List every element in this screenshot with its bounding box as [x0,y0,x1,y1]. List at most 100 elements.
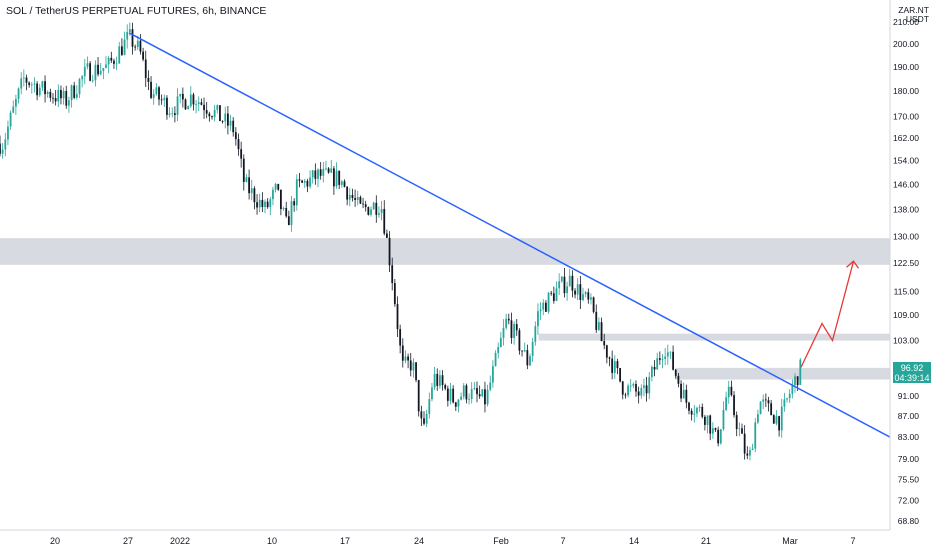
candle-body [629,385,632,387]
candle-body [648,377,651,394]
candle-body [81,76,84,80]
candle-body [568,275,571,287]
candle-body [775,416,778,424]
candle-body [128,29,131,32]
candle-body [492,366,494,383]
candle-body [772,415,775,424]
candle-body [658,358,661,360]
candle-body [415,362,417,380]
candle-body [372,202,375,210]
candle-body [465,385,468,400]
candle-body [595,311,598,330]
candle-body [407,356,409,361]
candle-body [15,98,17,107]
candle-body [205,110,208,114]
candle-body [118,46,121,64]
candle-body [722,410,725,430]
candle-body [75,94,78,98]
candle-body [428,399,431,414]
candle-body [698,406,701,408]
candle-body [83,66,86,77]
currency-top-label: ZAR.NT [898,5,929,15]
candle-body [136,40,139,48]
candle-body [696,407,698,414]
candle-body [786,398,788,400]
candle-body [701,406,704,417]
candle-body [550,292,553,294]
last-price-label: 96.92 04:39:14 [893,362,931,383]
candle-body [362,203,364,205]
candle-body [256,202,258,208]
candle-body [176,96,179,115]
price-axis[interactable]: 210.00 200.00 190.00 180.00 170.00 162.00 154.… [889,0,920,530]
price-tick-label: 154.00 [893,156,919,166]
candle-body [311,170,314,178]
candle-body [179,93,182,97]
candle-body [552,293,555,301]
candle-body [60,90,62,99]
candle-body [99,70,102,75]
candle-body [333,168,335,187]
candle-body [314,170,317,179]
candle-body [303,180,306,183]
resistance-zones [0,238,890,380]
candle-body [796,376,799,385]
candle-body [436,373,439,386]
candle-body [258,199,261,208]
candle-body [306,180,309,187]
candle-body [192,94,195,105]
candle-body [131,29,134,47]
candle-body [489,382,492,390]
candle-body [248,177,250,194]
candle-body [1,149,4,154]
candle-body [409,360,412,371]
price-tick-label: 103.00 [893,336,919,346]
candle-body [195,104,197,105]
downtrend-line [128,32,891,438]
candle-body [105,64,107,69]
candle-body [507,318,510,321]
candle-body [468,399,470,400]
candle-body [738,428,741,430]
candle-body [237,139,240,150]
candle-body [290,201,293,226]
candle-body [208,113,211,117]
price-tick-label: 122.50 [893,258,919,268]
candle-body [537,311,539,327]
candle-body [391,265,394,284]
candle-body [158,87,160,100]
candle-body [322,168,325,176]
candle-body [499,337,502,348]
candle-body [266,201,269,208]
candle-body [515,324,518,331]
price-tick-label: 91.00 [898,391,920,401]
candle-body [433,373,436,388]
candle-body [197,102,200,105]
candle-body [462,385,465,397]
time-tick-label: 21 [701,536,711,546]
price-tick-label: 79.00 [898,454,920,464]
candle-body [669,351,672,353]
candle-body [147,77,150,82]
time-tick-label: 17 [340,536,350,546]
candle-body [735,415,738,430]
candle-body [46,91,49,95]
candle-body [574,290,576,295]
candle-body [38,87,41,96]
candle-body [600,322,603,342]
candle-body [521,350,523,352]
candle-body [293,201,296,206]
candle-body [65,91,68,106]
candle-body [17,88,20,99]
candle-body [144,59,147,78]
candle-body [234,132,237,140]
currency-label: ZAR.NT USDT [893,6,929,24]
time-axis[interactable]: 20 27 2022 10 17 24 Feb 7 14 21 Mar 7 [0,529,890,546]
candle-body [261,199,264,208]
candle-body [460,396,462,400]
candle-body [22,77,25,79]
candle-body [494,352,497,367]
candle-body [637,391,640,396]
time-tick-label: Mar [782,536,798,546]
